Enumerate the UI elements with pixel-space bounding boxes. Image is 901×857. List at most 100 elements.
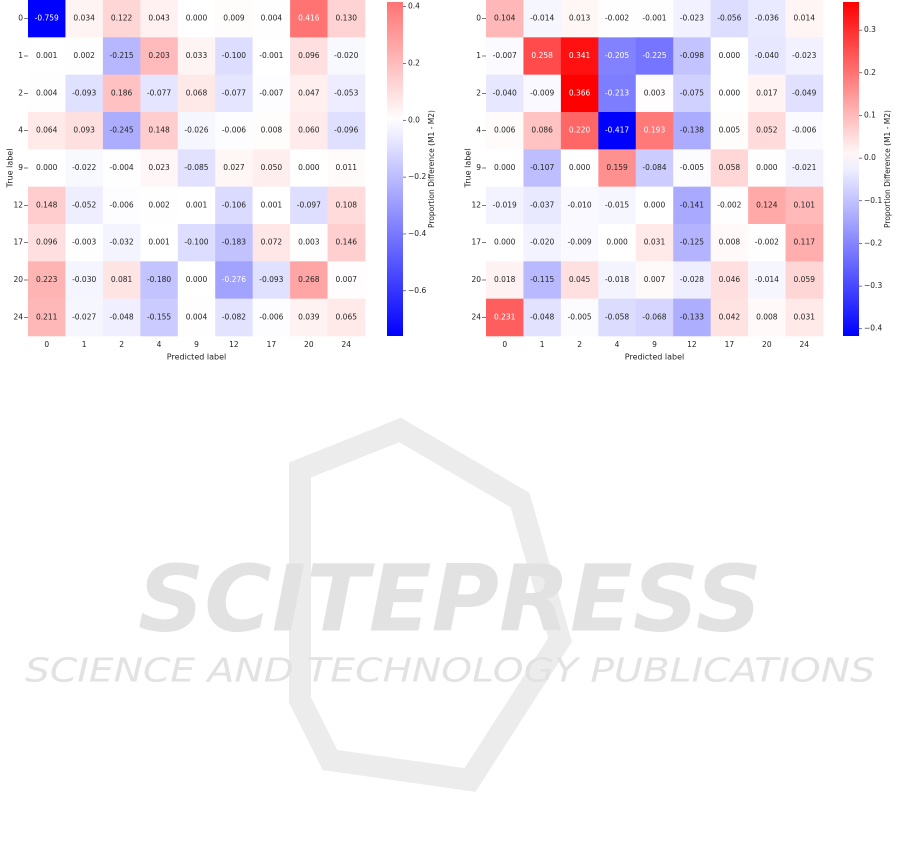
heatmap-cell	[177, 74, 216, 113]
heatmap-cell	[140, 112, 179, 150]
heatmap-cell	[710, 149, 749, 187]
heatmap-cell	[102, 112, 141, 150]
x-tick-label: 0	[44, 340, 49, 349]
heatmap-cell	[327, 186, 366, 225]
heatmap-cell	[523, 37, 562, 75]
heatmap-cell	[177, 261, 216, 299]
cell-label: -0.004	[110, 163, 134, 172]
heatmap-cell	[102, 37, 141, 75]
cell-label: 0.258	[531, 51, 553, 60]
heatmap-cell	[523, 149, 562, 187]
cell-label: -0.125	[680, 238, 704, 247]
cell-label: 0.000	[186, 275, 208, 284]
cell-label: -0.009	[530, 88, 554, 97]
heatmap-cell	[215, 298, 253, 337]
heatmap-cell	[523, 224, 562, 262]
colorbar	[387, 2, 403, 336]
heatmap-cell	[215, 74, 253, 113]
heatmap-cell	[252, 74, 291, 113]
cell-label: 0.000	[36, 163, 58, 172]
colorbar-tick-label: 0.2	[408, 58, 420, 67]
cell-label: -0.138	[680, 126, 704, 135]
colorbar-tick-label: 0.0	[864, 153, 876, 162]
colorbar-tick-label: −0.2	[408, 172, 426, 181]
heatmap-cell	[748, 261, 786, 299]
cell-label: 0.193	[644, 126, 666, 135]
heatmap-cell	[598, 112, 637, 150]
watermark-subtitle: SCIENCE AND TECHNOLOGY PUBLICATIONS	[25, 651, 875, 690]
cell-label: -0.107	[530, 163, 554, 172]
cell-label: -0.040	[493, 88, 517, 97]
heatmap-cell	[710, 74, 749, 113]
colorbar	[843, 2, 859, 336]
heatmap-cell	[598, 186, 637, 225]
cell-label: -0.006	[792, 126, 816, 135]
heatmap-cell	[102, 298, 141, 337]
x-tick-label: 9	[194, 340, 199, 349]
cell-label: -0.020	[334, 51, 358, 60]
cell-label: 0.108	[336, 200, 358, 209]
cell-label: 0.007	[336, 275, 358, 284]
heatmap-cell	[673, 186, 711, 225]
heatmap-cell	[748, 298, 786, 337]
heatmap-cell	[785, 37, 824, 75]
cell-label: 0.014	[794, 14, 816, 23]
heatmap-cell	[673, 112, 711, 150]
cell-label: -0.007	[259, 88, 283, 97]
cell-label: 0.231	[494, 312, 516, 321]
heatmap-cell	[673, 224, 711, 262]
cell-label: 0.001	[148, 238, 170, 247]
y-tick-label: 17	[471, 238, 481, 247]
heatmap-cell	[523, 298, 562, 337]
cell-label: 0.045	[569, 275, 591, 284]
heatmap-cell	[177, 186, 216, 225]
cell-label: -0.048	[110, 312, 134, 321]
cell-label: 0.007	[644, 275, 666, 284]
cell-label: -0.003	[72, 238, 96, 247]
cell-label: -0.015	[605, 200, 629, 209]
cell-label: 0.052	[756, 126, 778, 135]
cell-label: -0.021	[792, 163, 816, 172]
heatmap-cell	[673, 261, 711, 299]
cell-label: -0.006	[110, 200, 134, 209]
cell-label: -0.010	[568, 200, 592, 209]
cell-label: -0.115	[530, 275, 554, 284]
y-tick-label: 17	[13, 238, 23, 247]
cell-label: -0.097	[297, 200, 321, 209]
cell-label: -0.215	[110, 51, 134, 60]
cell-label: -0.075	[680, 88, 704, 97]
cell-label: -0.049	[792, 88, 816, 97]
heatmap-cell	[28, 37, 66, 75]
heatmap-cell	[635, 0, 674, 38]
heatmap-cell	[177, 112, 216, 150]
x-tick-label: 12	[687, 340, 697, 349]
y-tick-label: 20	[13, 275, 23, 284]
cell-label: 0.117	[794, 238, 816, 247]
heatmap-cell	[635, 74, 674, 113]
cell-label: 0.006	[494, 126, 516, 135]
heatmap-cell	[327, 0, 366, 38]
cell-label: -0.006	[259, 312, 283, 321]
cell-label: -0.014	[755, 275, 779, 284]
cell-label: 0.001	[36, 51, 58, 60]
cell-label: -0.053	[334, 88, 358, 97]
heatmap-cell	[102, 74, 141, 113]
cell-label: -0.100	[184, 238, 208, 247]
heatmap-cell	[65, 37, 104, 75]
y-axis-label: True label	[6, 149, 15, 189]
heatmap-cell	[523, 112, 562, 150]
x-axis-label: Predicted label	[167, 353, 226, 362]
cell-label: 0.081	[111, 275, 133, 284]
cell-label: 0.009	[223, 14, 245, 23]
y-tick-label: 12	[13, 200, 23, 209]
heatmap-cell	[65, 261, 104, 299]
heatmap-cell	[65, 0, 104, 38]
cell-label: -0.100	[222, 51, 246, 60]
cell-label: -0.005	[568, 312, 592, 321]
heatmap-cell	[177, 37, 216, 75]
heatmap-cell	[65, 149, 104, 187]
heatmap-cell	[560, 261, 599, 299]
cell-label: 0.004	[186, 312, 208, 321]
cell-label: 0.003	[298, 238, 320, 247]
